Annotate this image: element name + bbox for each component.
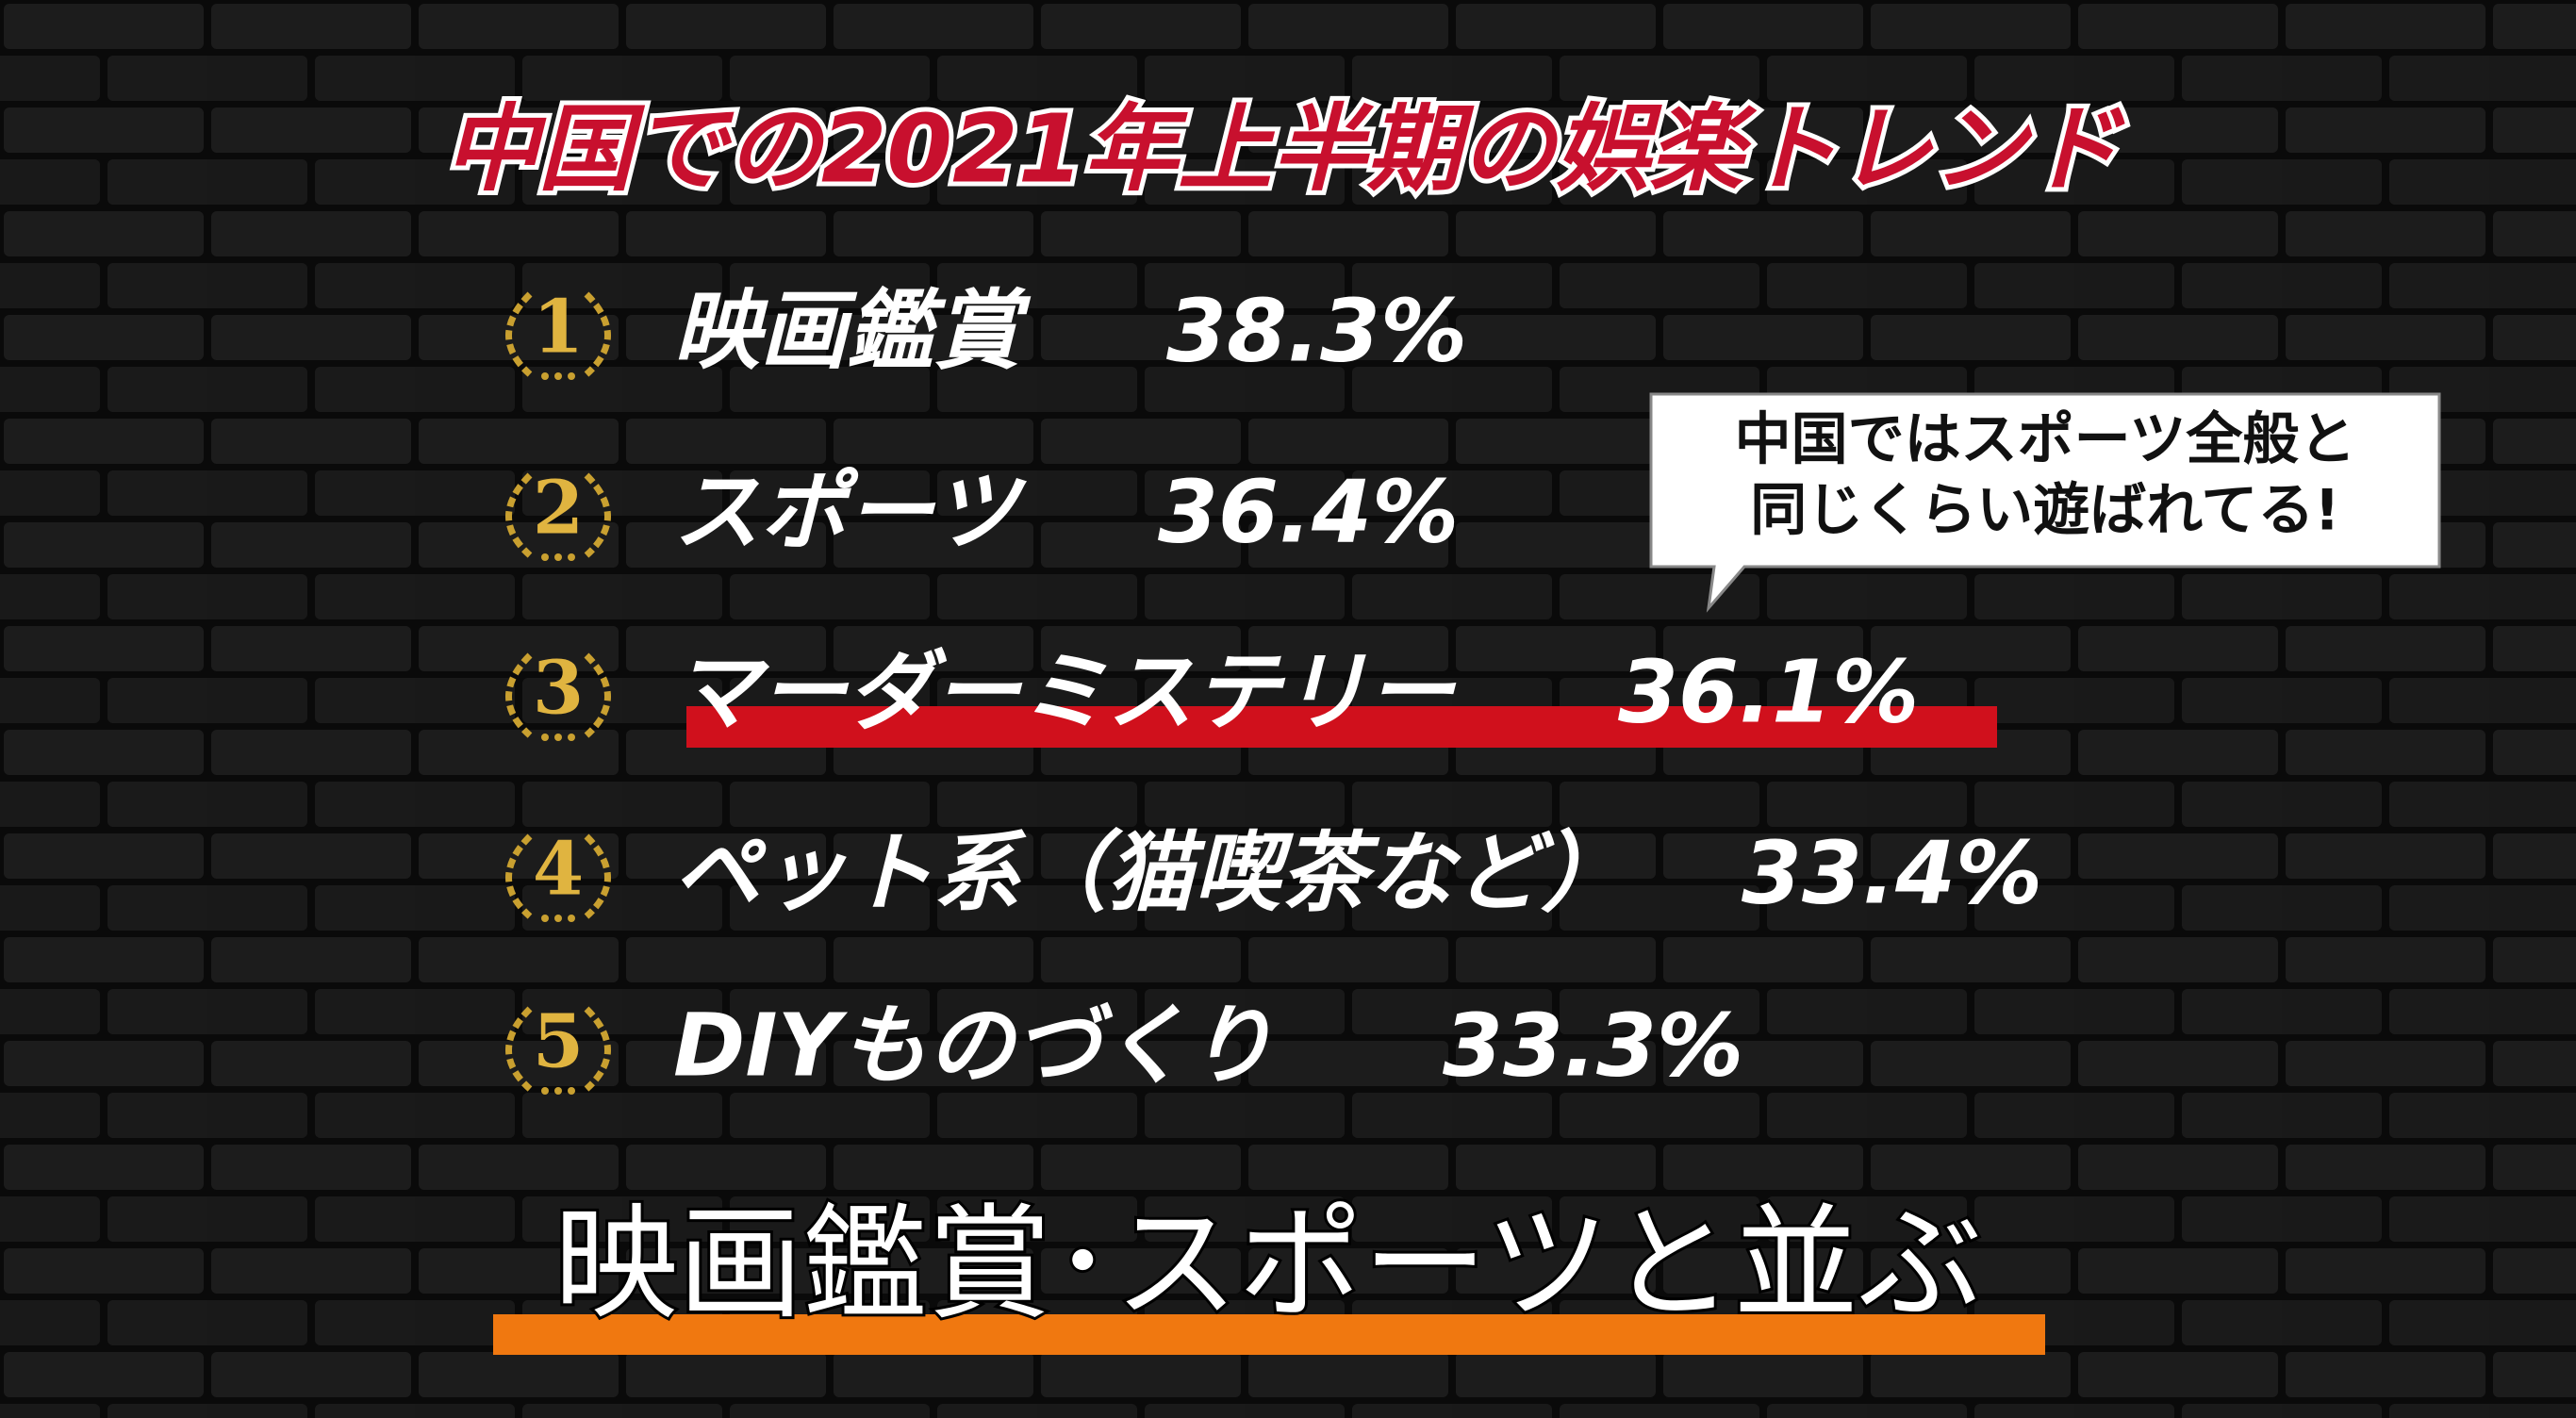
laurel [584,291,611,377]
item-value: 36.4% [1158,461,1459,562]
rank-number: 2 [533,466,584,552]
laurel [505,291,533,377]
rank-number: 4 [533,827,584,913]
badge-dot [541,553,549,561]
ranking-row: 4 ペット系（猫喫茶など） 33.4% [505,822,2042,923]
laurel [505,652,533,738]
item-label: 映画鑑賞 [673,280,1032,381]
rank-badge: 2 [505,466,611,561]
badge-dot [568,553,575,561]
item-value: 33.4% [1742,822,2042,923]
callout: 中国ではスポーツ全般と 同じくらい遊ばれてる! [1649,392,2441,613]
rank-badge: 4 [505,827,611,922]
laurel [505,1006,533,1092]
badge-dot [554,915,562,922]
laurel [505,833,533,919]
laurel [584,652,611,738]
badge-dot [541,915,549,922]
item-label: DIYものづくり [673,995,1274,1096]
rank-badge: 3 [505,646,611,741]
item-value: 38.3% [1166,280,1467,381]
rank-number: 5 [533,999,584,1085]
rank-number: 3 [533,646,584,732]
rank-number: 1 [533,285,584,371]
item-value: 36.1% [1618,641,1919,742]
badge-dot [541,1087,549,1095]
callout-bubble [1649,392,2441,613]
badge-dot [554,372,562,380]
ranking-row: 1 映画鑑賞 38.3% [505,280,1467,381]
item-label: ペット系（猫喫茶など） [673,822,1627,923]
rank-badge: 5 [505,999,611,1095]
ranking-row: 3 マーダーミステリー 36.1% [505,641,1919,742]
laurel [584,1006,611,1092]
highlight-bar [686,706,1997,748]
rank-badge: 1 [505,285,611,380]
ranking-row: 5 DIYものづくり 33.3% [505,995,1743,1096]
item-label: スポーツ [673,461,1027,562]
badge-dot [554,1087,562,1095]
laurel [584,472,611,558]
badge-dot [541,734,549,741]
ranking-list: 1 映画鑑賞 38.3% 2 スポーツ 36.4% 3 マーダーミステリー 36.1% 4 ペット系… [505,280,2042,1096]
laurel [505,472,533,558]
laurel [584,833,611,919]
badge-dot [568,915,575,922]
callout-line: 中国ではスポーツ全般と [1735,407,2356,473]
item-value: 33.3% [1443,995,1743,1096]
caption-bar [493,1314,2045,1355]
badge-dot [568,1087,575,1095]
badge-dot [541,372,549,380]
badge-dot [568,372,575,380]
badge-dot [554,553,562,561]
caption: 映画鑑賞･スポーツと並ぶ [553,1192,1982,1337]
title: 中国での2021年上半期の娯楽トレンド [444,93,2125,204]
badge-dot [568,734,575,741]
item-label: マーダーミステリー [673,641,1457,742]
badge-dot [554,734,562,741]
callout-line: 同じくらい遊ばれてる! [1750,478,2340,544]
ranking-row: 2 スポーツ 36.4% [505,461,1459,562]
